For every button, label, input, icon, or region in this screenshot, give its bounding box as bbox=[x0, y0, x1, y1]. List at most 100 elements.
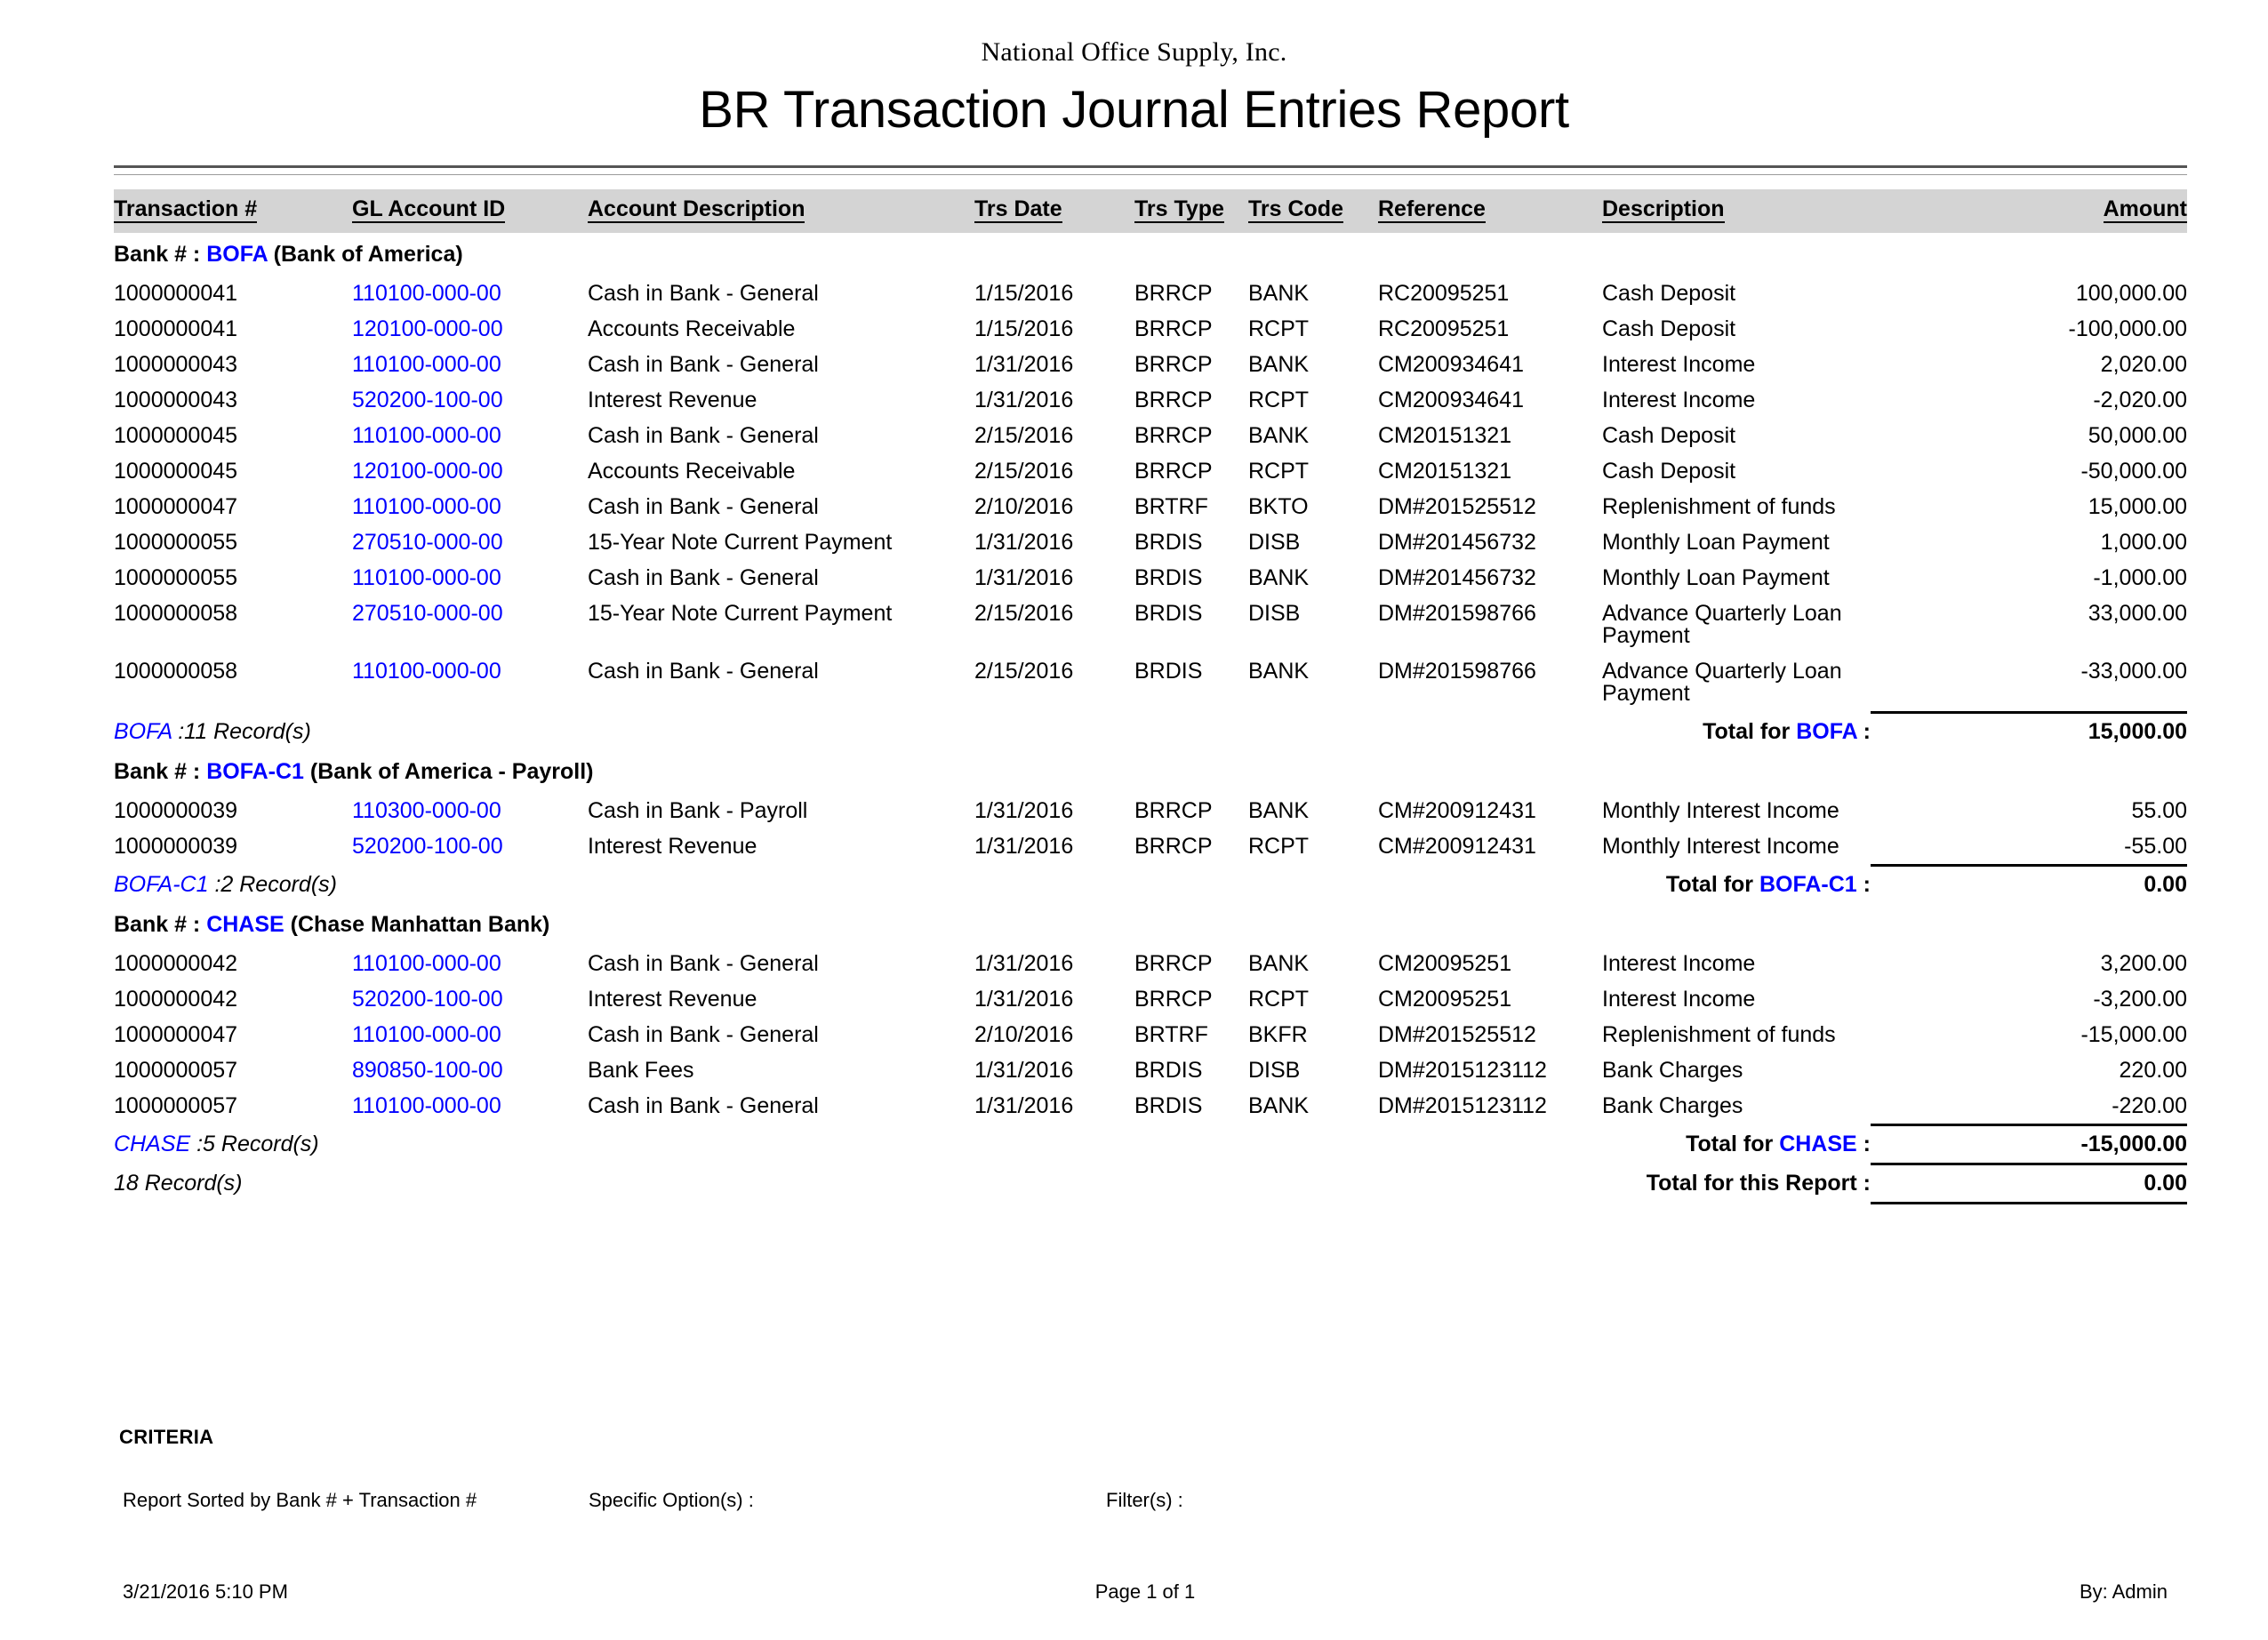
table-row[interactable]: 1000000047 110100-000-00 Cash in Bank - Ge… bbox=[114, 1017, 2187, 1052]
table-row[interactable]: 1000000039 110300-000-00 Cash in Bank - Pa… bbox=[114, 793, 2187, 828]
cell-description: Replenishment of funds bbox=[1602, 494, 1836, 519]
group-record-count-text: :5 Record(s) bbox=[196, 1132, 319, 1156]
col-header-trs-date[interactable]: Trs Date bbox=[974, 198, 1134, 223]
col-header-trs-code[interactable]: Trs Code bbox=[1248, 198, 1378, 223]
cell-amount: -100,000.00 bbox=[2068, 316, 2187, 341]
cell-gl-account[interactable]: 110100-000-00 bbox=[352, 1022, 501, 1047]
cell-trs-code: RCPT bbox=[1248, 388, 1310, 412]
cell-gl-account[interactable]: 110100-000-00 bbox=[352, 281, 501, 306]
cell-gl-account[interactable]: 120100-000-00 bbox=[352, 459, 503, 484]
bank-prefix-label: Bank # : bbox=[114, 912, 207, 937]
cell-trs-date: 1/15/2016 bbox=[974, 281, 1074, 306]
table-row[interactable]: 1000000045 120100-000-00 Accounts Receivab… bbox=[114, 453, 2187, 489]
cell-gl-account[interactable]: 890850-100-00 bbox=[352, 1058, 503, 1083]
cell-amount: 100,000.00 bbox=[2075, 281, 2187, 306]
cell-trs-date: 1/31/2016 bbox=[974, 951, 1074, 976]
cell-trs-type: BRRCP bbox=[1134, 316, 1213, 341]
group-record-count-code: BOFA bbox=[114, 719, 179, 744]
cell-trs-code: RCPT bbox=[1248, 459, 1310, 484]
cell-transaction: 1000000043 bbox=[114, 352, 238, 377]
bank-code[interactable]: BOFA bbox=[206, 242, 268, 267]
table-row[interactable]: 1000000042 110100-000-00 Cash in Bank - Ge… bbox=[114, 946, 2187, 981]
table-row[interactable]: 1000000055 110100-000-00 Cash in Bank - Ge… bbox=[114, 560, 2187, 596]
cell-trs-type: BRRCP bbox=[1134, 423, 1213, 448]
col-header-trs-type[interactable]: Trs Type bbox=[1134, 198, 1248, 223]
cell-trs-date: 1/31/2016 bbox=[974, 1093, 1074, 1118]
group-total-amount: 0.00 bbox=[2144, 872, 2187, 897]
cell-gl-account[interactable]: 270510-000-00 bbox=[352, 601, 503, 626]
group-total-bank-code: CHASE bbox=[1779, 1132, 1857, 1156]
footer-page-number: Page 1 of 1 bbox=[1094, 1580, 1196, 1603]
table-row[interactable]: 1000000041 110100-000-00 Cash in Bank - Ge… bbox=[114, 276, 2187, 311]
table-row[interactable]: 1000000058 270510-000-00 15-Year Note Curr… bbox=[114, 596, 2187, 653]
cell-gl-account[interactable]: 110100-000-00 bbox=[352, 352, 501, 377]
group-record-count-text: :11 Record(s) bbox=[178, 719, 311, 744]
bank-code[interactable]: BOFA-C1 bbox=[206, 759, 304, 784]
rule-thick-top bbox=[114, 165, 2187, 168]
cell-gl-account[interactable]: 110100-000-00 bbox=[352, 565, 501, 590]
cell-trs-code: RCPT bbox=[1248, 987, 1310, 1012]
cell-gl-account[interactable]: 110100-000-00 bbox=[352, 1093, 501, 1118]
cell-gl-account[interactable]: 520200-100-00 bbox=[352, 388, 503, 412]
table-row[interactable]: 1000000057 890850-100-00 Bank Fees 1/31/201… bbox=[114, 1052, 2187, 1088]
table-row[interactable]: 1000000041 120100-000-00 Accounts Receivab… bbox=[114, 311, 2187, 347]
cell-amount: 1,000.00 bbox=[2100, 530, 2187, 555]
group-total-label: Total for BOFA-C1 : bbox=[1607, 872, 1894, 898]
cell-trs-date: 1/31/2016 bbox=[974, 987, 1074, 1012]
cell-transaction: 1000000041 bbox=[114, 281, 238, 306]
cell-description: Advance Quarterly Loan Payment bbox=[1602, 659, 1842, 706]
table-row[interactable]: 1000000043 110100-000-00 Cash in Bank - Ge… bbox=[114, 347, 2187, 382]
table-header-row: Transaction # GL Account ID Account Desc… bbox=[114, 189, 2187, 233]
table-row[interactable]: 1000000047 110100-000-00 Cash in Bank - Ge… bbox=[114, 489, 2187, 524]
cell-gl-account[interactable]: 110300-000-00 bbox=[352, 798, 501, 823]
cell-reference: RC20095251 bbox=[1378, 316, 1510, 341]
col-header-gl-account[interactable]: GL Account ID bbox=[352, 198, 588, 223]
cell-trs-code: DISB bbox=[1248, 530, 1301, 555]
table-row[interactable]: 1000000045 110100-000-00 Cash in Bank - Ge… bbox=[114, 418, 2187, 453]
table-row[interactable]: 1000000039 520200-100-00 Interest Revenue 1… bbox=[114, 828, 2187, 864]
table-row[interactable]: 1000000042 520200-100-00 Interest Revenue 1… bbox=[114, 981, 2187, 1017]
cell-gl-account[interactable]: 110100-000-00 bbox=[352, 423, 501, 448]
cell-reference: CM20095251 bbox=[1378, 987, 1512, 1012]
grand-total-row: 18 Record(s) Total for this Report : 0.0… bbox=[114, 1165, 2187, 1202]
table-row[interactable]: 1000000043 520200-100-00 Interest Revenue 1… bbox=[114, 382, 2187, 418]
cell-gl-account[interactable]: 120100-000-00 bbox=[352, 316, 503, 341]
cell-trs-date: 2/15/2016 bbox=[974, 659, 1074, 684]
cell-trs-code: RCPT bbox=[1248, 316, 1310, 341]
cell-reference: DM#201525512 bbox=[1378, 494, 1536, 519]
transactions-table: Transaction # GL Account ID Account Desc… bbox=[114, 189, 2187, 1204]
col-header-account-description[interactable]: Account Description bbox=[588, 198, 974, 223]
col-header-transaction[interactable]: Transaction # bbox=[114, 198, 352, 223]
cell-gl-account[interactable]: 520200-100-00 bbox=[352, 834, 503, 859]
cell-trs-date: 1/31/2016 bbox=[974, 530, 1074, 555]
table-row[interactable]: 1000000058 110100-000-00 Cash in Bank - Ge… bbox=[114, 653, 2187, 711]
cell-gl-account[interactable]: 110100-000-00 bbox=[352, 951, 501, 976]
cell-amount: -1,000.00 bbox=[2093, 565, 2187, 590]
table-row[interactable]: 1000000055 270510-000-00 15-Year Note Curr… bbox=[114, 524, 2187, 560]
cell-reference: CM200934641 bbox=[1378, 352, 1525, 377]
cell-trs-date: 2/15/2016 bbox=[974, 423, 1074, 448]
bank-code[interactable]: CHASE bbox=[206, 912, 285, 937]
cell-gl-account[interactable]: 110100-000-00 bbox=[352, 659, 501, 684]
cell-amount: 2,020.00 bbox=[2100, 352, 2187, 377]
col-header-description[interactable]: Description bbox=[1602, 198, 1904, 223]
cell-account-description: Bank Fees bbox=[588, 1058, 694, 1083]
cell-trs-type: BRRCP bbox=[1134, 459, 1213, 484]
cell-reference: CM200934641 bbox=[1378, 388, 1525, 412]
cell-account-description: Interest Revenue bbox=[588, 834, 757, 859]
cell-reference: DM#2015123112 bbox=[1378, 1093, 1547, 1118]
cell-gl-account[interactable]: 270510-000-00 bbox=[352, 530, 503, 555]
col-header-amount-label: Amount bbox=[2103, 196, 2187, 223]
cell-gl-account[interactable]: 520200-100-00 bbox=[352, 987, 503, 1012]
cell-account-description: Cash in Bank - Payroll bbox=[588, 798, 808, 823]
cell-gl-account[interactable]: 110100-000-00 bbox=[352, 494, 501, 519]
col-header-transaction-label: Transaction # bbox=[114, 196, 258, 223]
col-header-amount[interactable]: Amount bbox=[1904, 198, 2187, 223]
footer-timestamp: 3/21/2016 5:10 PM bbox=[123, 1580, 288, 1603]
cell-trs-code: DISB bbox=[1248, 1058, 1301, 1083]
cell-amount: -220.00 bbox=[2112, 1093, 2187, 1118]
col-header-reference[interactable]: Reference bbox=[1378, 198, 1602, 223]
cell-account-description: Cash in Bank - General bbox=[588, 1022, 819, 1047]
table-row[interactable]: 1000000057 110100-000-00 Cash in Bank - Ge… bbox=[114, 1088, 2187, 1124]
cell-trs-type: BRTRF bbox=[1134, 1022, 1208, 1047]
